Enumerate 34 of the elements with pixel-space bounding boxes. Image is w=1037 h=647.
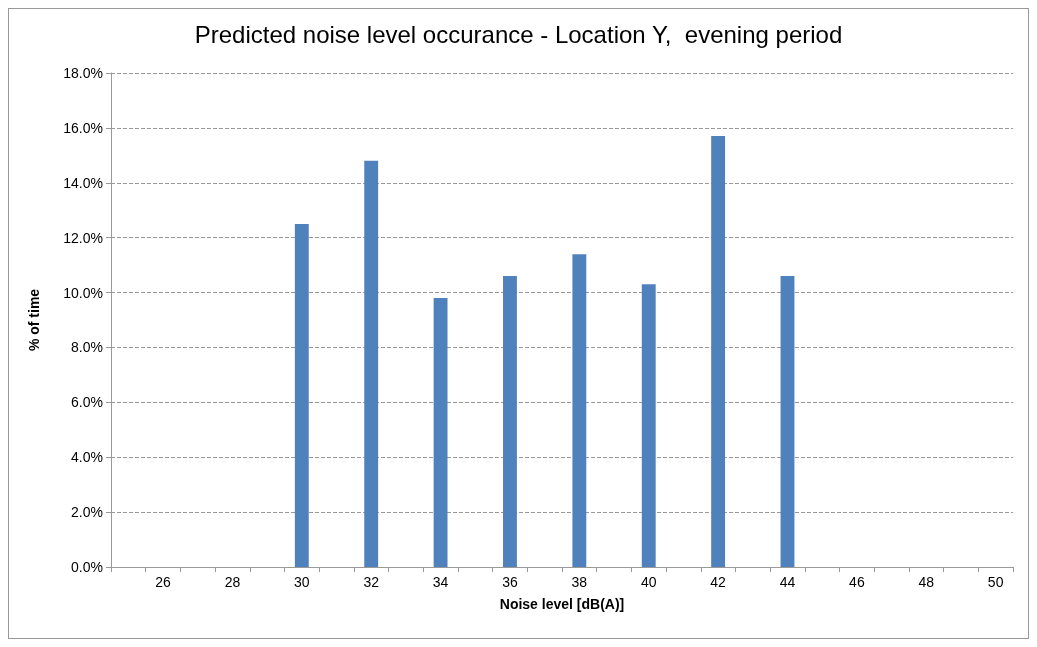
bar — [780, 276, 795, 567]
x-tick-label: 42 — [710, 574, 727, 590]
x-tick-label: 26 — [155, 574, 172, 590]
x-tick-label: 30 — [294, 574, 310, 590]
x-tick-label: 48 — [918, 574, 935, 590]
x-tick-label: 46 — [849, 574, 865, 590]
bar — [433, 298, 448, 567]
x-tick-label: 40 — [640, 574, 657, 590]
bar — [572, 254, 587, 567]
x-tick-label: 32 — [363, 574, 380, 590]
bar — [503, 276, 517, 567]
bar — [294, 223, 309, 567]
y-tick-label: 12.0% — [63, 229, 103, 246]
y-axis-title: % of time — [26, 288, 42, 352]
y-tick-label: 0.0% — [71, 559, 103, 575]
y-tick-label: 8.0% — [71, 339, 103, 356]
bar — [641, 284, 656, 567]
x-tick-label: 44 — [779, 574, 796, 590]
x-tick-label: 50 — [987, 574, 1004, 590]
x-tick-label: 28 — [224, 574, 241, 590]
y-tick-label: 6.0% — [71, 394, 103, 411]
y-tick-label: 14.0% — [63, 174, 103, 191]
y-tick-label: 10.0% — [63, 284, 103, 301]
chart-title: Predicted noise level occurance - Location Y, evening period — [194, 20, 843, 48]
y-tick-label: 16.0% — [63, 119, 103, 136]
x-tick-label: 34 — [432, 574, 449, 590]
x-tick-label: 38 — [571, 574, 588, 590]
y-tick-label: 4.0% — [71, 449, 103, 466]
y-tick-label: 18.0% — [63, 65, 103, 81]
bar — [711, 136, 726, 567]
bar — [364, 160, 379, 567]
x-tick-label: 36 — [502, 574, 518, 590]
y-tick-label: 2.0% — [71, 504, 103, 521]
x-axis-title: Noise level [dB(A)] — [499, 596, 625, 612]
